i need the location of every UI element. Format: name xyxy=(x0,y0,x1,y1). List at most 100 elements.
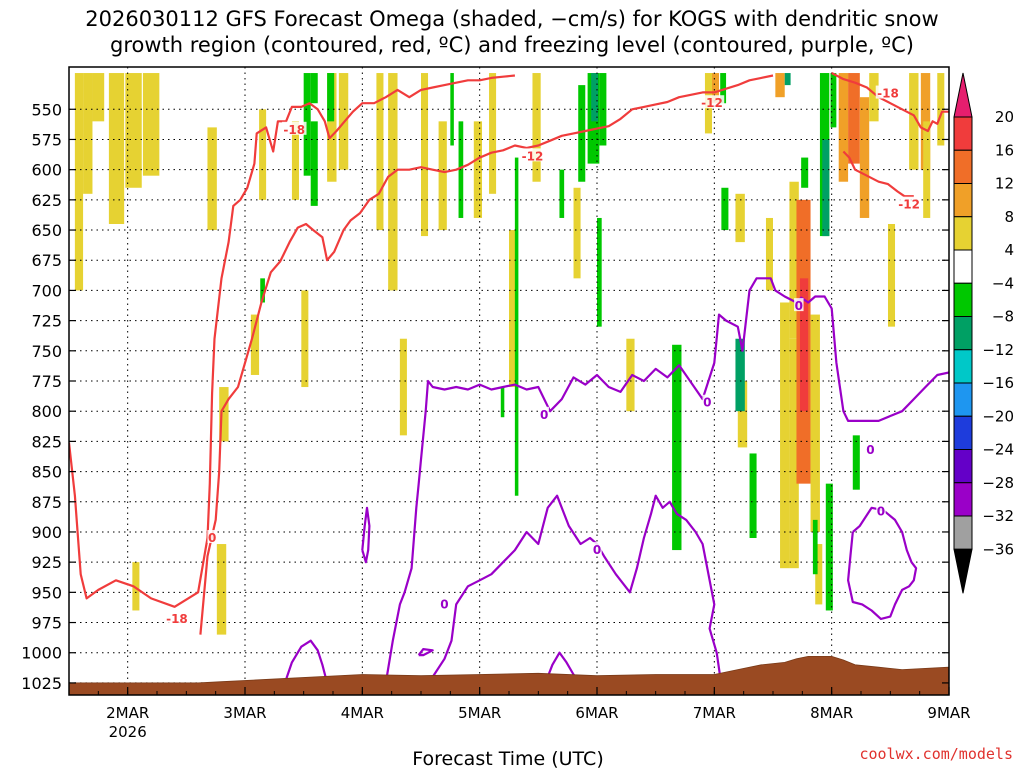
omega-cell-20 xyxy=(438,121,447,231)
colorbar-label-7: −12 xyxy=(982,341,1014,359)
omega-cell-64 xyxy=(672,344,682,551)
omega-cell-47 xyxy=(923,121,931,218)
omega-cell-57 xyxy=(450,73,454,146)
dgz-contour-3 xyxy=(842,150,914,198)
contour-label-4: -18 xyxy=(877,87,899,101)
colorbar-label-8: −16 xyxy=(982,374,1014,392)
contour-label-5: -12 xyxy=(898,198,920,212)
omega-cell-0 xyxy=(74,73,84,291)
omega-cell-40 xyxy=(838,73,849,182)
colorbar-label-10: −24 xyxy=(982,441,1014,459)
omega-cell-46 xyxy=(920,73,931,170)
dgz-contour-1 xyxy=(199,74,774,635)
omega-cell-50 xyxy=(310,73,318,104)
x-tick-label-5MAR: 5MAR xyxy=(458,704,501,722)
omega-cell-32 xyxy=(775,73,785,98)
omega-cell-76 xyxy=(830,73,837,128)
contour-label-8: 0 xyxy=(703,396,711,410)
omega-cell-39 xyxy=(815,544,823,605)
dgz-contour-2 xyxy=(831,72,949,133)
colorbar-segment-10 xyxy=(953,415,973,450)
colorbar-segment-8 xyxy=(953,349,973,384)
colorbar-segment-7 xyxy=(953,316,973,351)
omega-cell-31 xyxy=(765,217,773,291)
omega-cell-14 xyxy=(327,73,337,182)
colorbar-segment-9 xyxy=(953,382,973,417)
omega-cell-34 xyxy=(789,338,799,569)
contour-label-bg-3 xyxy=(699,95,725,109)
omega-cell-68 xyxy=(749,453,757,538)
y-tick-label-575: 575 xyxy=(31,130,62,149)
omega-cell-19 xyxy=(421,73,429,237)
x-tick-label-7MAR: 7MAR xyxy=(693,704,736,722)
contour-label-bg-13 xyxy=(439,596,450,610)
colorbar-label-0: 20 xyxy=(995,108,1014,126)
colorbar-label-6: −8 xyxy=(992,308,1014,326)
omega-cell-26 xyxy=(626,338,635,412)
contour-label-bg-8 xyxy=(702,394,713,408)
y-tick-label-675: 675 xyxy=(31,251,62,270)
omega-cell-7 xyxy=(207,127,217,231)
omega-cell-28 xyxy=(711,73,720,104)
x-tick-sublabel-2MAR: 2026 xyxy=(109,723,147,741)
omega-cell-18 xyxy=(399,338,407,436)
contour-label-bg-10 xyxy=(865,441,876,455)
contour-label-6: 0 xyxy=(208,531,216,545)
freezing-contour-3 xyxy=(283,639,329,684)
freezing-contour-2 xyxy=(847,506,918,620)
contour-label-bg-6 xyxy=(207,530,217,543)
colorbar-label-13: −36 xyxy=(982,540,1014,558)
contour-label-7: 0 xyxy=(540,408,548,422)
terrain-surface xyxy=(69,656,949,695)
omega-cell-8 xyxy=(219,387,229,442)
omega-cell-52 xyxy=(327,73,335,122)
colorbar-segment-5 xyxy=(953,249,973,284)
omega-cell-37 xyxy=(799,278,809,412)
contour-labels: -18 -12 -18 -12 -18 -12 0 0 0 0 0 0 0 0 xyxy=(164,85,922,626)
colorbar-label-9: −20 xyxy=(982,407,1014,425)
freezing-contour-4 xyxy=(417,648,434,657)
colorbar-label-4: 4 xyxy=(1004,241,1014,259)
omega-cell-5 xyxy=(142,73,160,176)
contour-label-bg-12 xyxy=(592,542,602,556)
contour-label-bg-7 xyxy=(539,406,549,420)
omega-cell-16 xyxy=(376,73,384,231)
omega-cell-41 xyxy=(848,73,860,164)
omega-cell-13 xyxy=(301,290,309,388)
omega-cell-69 xyxy=(784,73,791,86)
dgz-contour-0 xyxy=(69,74,516,608)
y-tick-label-600: 600 xyxy=(31,161,62,180)
x-axis-label: Forecast Time (UTC) xyxy=(412,748,603,768)
omega-cell-51 xyxy=(310,121,318,206)
omega-cell-48 xyxy=(937,73,945,146)
omega-cell-35 xyxy=(789,181,799,339)
y-tick-label-775: 775 xyxy=(31,372,62,391)
omega-cell-70 xyxy=(801,157,809,188)
colorbar-segment-13 xyxy=(953,515,973,550)
y-tick-label-900: 900 xyxy=(31,523,62,542)
y-tick-label-1025: 1025 xyxy=(21,674,62,693)
colorbar: 20 16 12 8 4 −4 −8 −12 −16 −20 −24 −28 −32 −36 xyxy=(953,72,1014,594)
x-tick-label-6MAR: 6MAR xyxy=(575,704,618,722)
chart-title-line-2: growth region (contoured, red, ºC) and f… xyxy=(110,33,914,57)
omega-shading xyxy=(74,73,945,635)
omega-cell-66 xyxy=(721,187,729,231)
omega-cell-62 xyxy=(597,217,602,327)
x-tick-label-9MAR: 9MAR xyxy=(927,704,970,722)
colorbar-segment-12 xyxy=(953,482,973,517)
colorbar-label-5: −4 xyxy=(992,274,1014,292)
omega-cell-1 xyxy=(83,73,93,194)
omega-cell-44 xyxy=(887,224,896,327)
colorbar-label-2: 12 xyxy=(995,175,1014,193)
omega-cell-12 xyxy=(291,121,299,200)
colorbar-segment-2 xyxy=(953,149,973,184)
omega-cell-38 xyxy=(810,314,820,532)
omega-cell-45 xyxy=(909,73,919,170)
omega-cell-33 xyxy=(780,302,790,569)
colorbar-segment-top xyxy=(953,72,973,118)
colorbar-label-3: 8 xyxy=(1004,208,1014,226)
y-tick-label-850: 850 xyxy=(31,463,62,482)
contour-label-13: 0 xyxy=(440,597,448,611)
credit-text: coolwx.com/models xyxy=(859,745,1013,763)
